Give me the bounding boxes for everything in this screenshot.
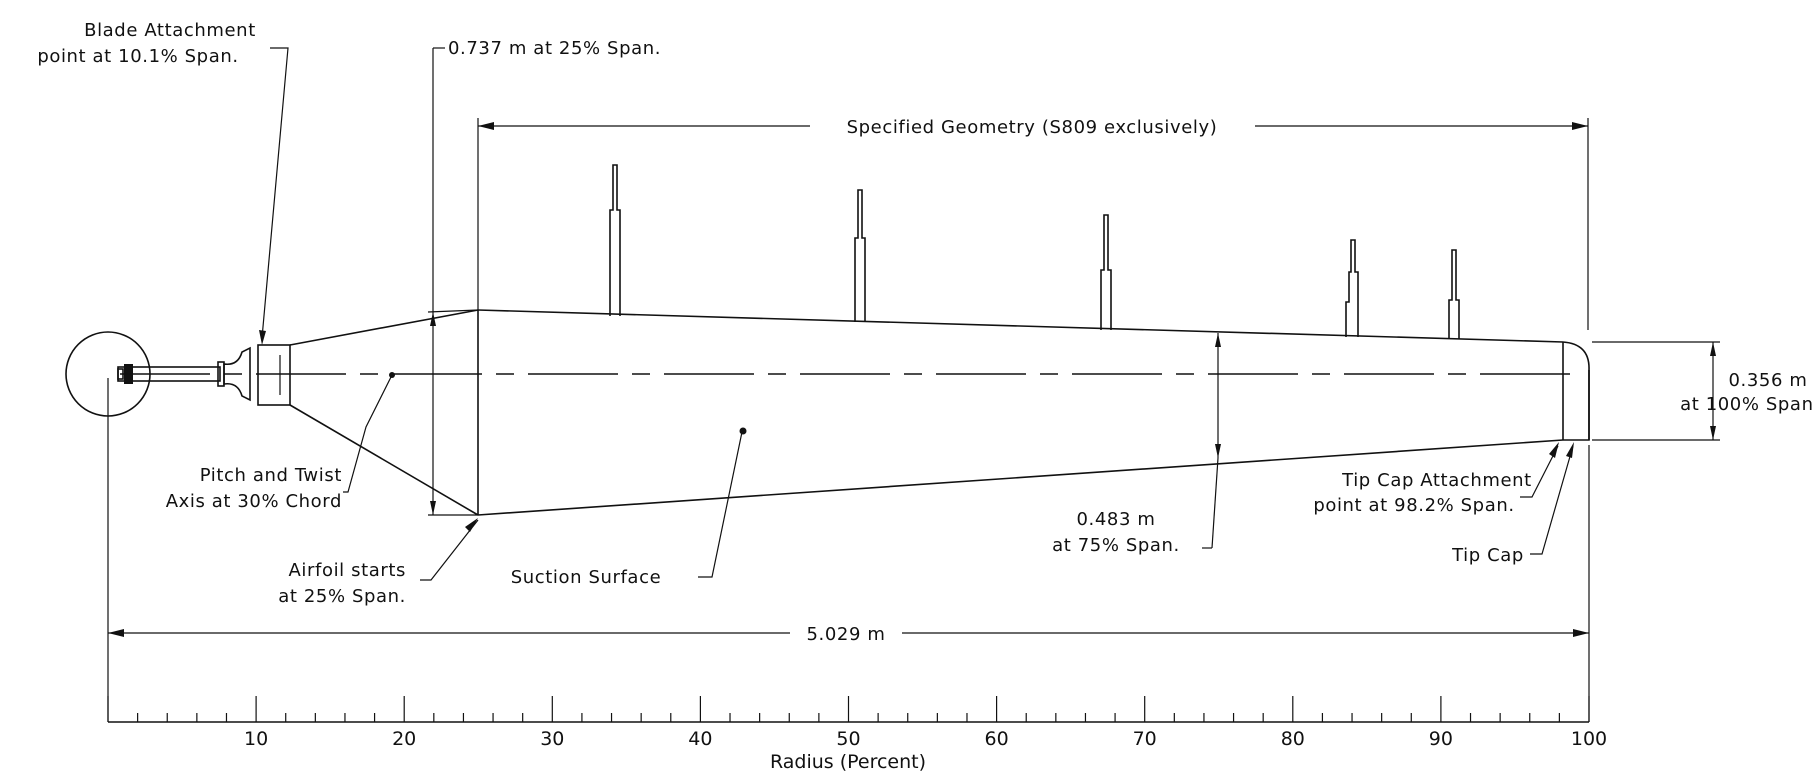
pressure-taps — [609, 164, 1460, 339]
chord-25-dimension — [427, 47, 479, 516]
pitch-axis-label-2: Axis at 30% Chord — [166, 491, 342, 512]
blade-attachment-label-1: Blade Attachment — [84, 20, 256, 41]
chord-75-label-1: 0.483 m — [1077, 509, 1156, 530]
airfoil-planform — [477, 309, 1590, 516]
tip-chord-label-1: 0.356 m — [1729, 370, 1808, 391]
tick-label: 100 — [1571, 728, 1607, 750]
specified-geometry-dimension — [477, 118, 1589, 330]
tip-chord-label-2: at 100% Span. — [1680, 394, 1814, 415]
pitch-axis-label-1: Pitch and Twist — [200, 465, 342, 486]
tick-label: 30 — [540, 728, 564, 750]
tip-cap-attachment-label-2: point at 98.2% Span. — [1313, 495, 1514, 516]
leader-lines — [259, 47, 1574, 581]
specified-geometry-label: Specified Geometry (S809 exclusively) — [847, 117, 1218, 138]
tick-label: 90 — [1429, 728, 1453, 750]
radius-axis — [107, 696, 1590, 723]
overall-length-label: 5.029 m — [807, 624, 886, 645]
axis-title: Radius (Percent) — [770, 751, 926, 773]
tick-label: 80 — [1281, 728, 1305, 750]
tick-label: 40 — [688, 728, 712, 750]
tip-chord-dimension — [1592, 341, 1720, 441]
overall-length-dimension — [107, 378, 1590, 722]
blade-attachment-label-2: point at 10.1% Span. — [37, 46, 238, 67]
chord-75-label-2: at 75% Span. — [1052, 535, 1180, 556]
tick-label: 60 — [985, 728, 1009, 750]
tip-cap-label: Tip Cap — [1451, 545, 1524, 566]
root-shaft — [117, 344, 291, 406]
airfoil-starts-label-1: Airfoil starts — [289, 560, 407, 581]
tick-label: 10 — [244, 728, 268, 750]
airfoil-starts-label-2: at 25% Span. — [278, 586, 406, 607]
tick-label: 70 — [1133, 728, 1157, 750]
tick-label: 20 — [392, 728, 416, 750]
chord-75-dimension — [1202, 333, 1221, 549]
tick-label: 50 — [836, 728, 860, 750]
suction-surface-label: Suction Surface — [511, 567, 662, 588]
tip-cap-attachment-label-1: Tip Cap Attachment — [1341, 470, 1532, 491]
chord-25-label: 0.737 m at 25% Span. — [448, 38, 661, 59]
transition-section — [289, 309, 479, 516]
